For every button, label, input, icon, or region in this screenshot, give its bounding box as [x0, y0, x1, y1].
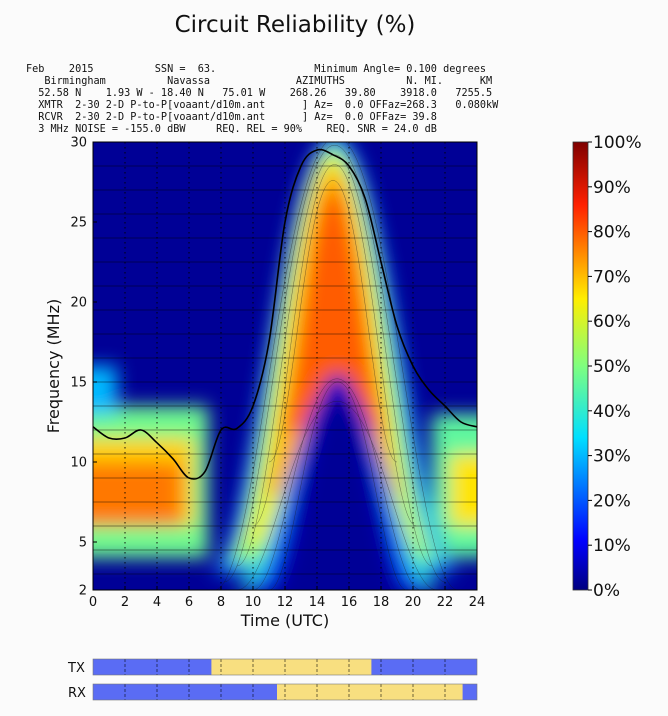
x-tick-label: 6 — [185, 595, 193, 610]
tx-bar-frame — [92, 658, 478, 676]
y-axis-label: Frequency (MHz) — [44, 299, 63, 433]
colorbar-tick-label: 30% — [593, 447, 631, 467]
rx-label: RX — [68, 686, 86, 701]
x-axis-label: Time (UTC) — [240, 611, 329, 630]
x-tick-label: 16 — [341, 595, 358, 610]
x-tick-labels: 0 2 4 6 8 10 12 14 16 18 20 22 24 — [89, 586, 485, 610]
y-tick-label: 25 — [70, 216, 87, 231]
y-tick-label: 20 — [70, 296, 87, 311]
x-tick-label: 4 — [153, 595, 161, 610]
colorbar-tick-label: 20% — [593, 491, 631, 511]
x-tick-label: 8 — [217, 595, 225, 610]
x-tick-label: 2 — [121, 595, 129, 610]
colorbar-tick-label: 40% — [593, 402, 631, 422]
header-line-3: 52.58 N 1.93 W - 18.40 N 75.01 W 268.26 … — [26, 88, 493, 99]
y-tick-label: 5 — [79, 536, 87, 551]
contour-hump-0 — [214, 142, 458, 590]
x-tick-label: 24 — [469, 595, 486, 610]
colorbar-tick-label: 70% — [593, 267, 631, 287]
rx-day-bar — [277, 684, 463, 700]
heatmap-area — [93, 142, 477, 590]
y-tick-label: 15 — [70, 376, 87, 391]
colorbar-tick-label: 50% — [593, 357, 631, 377]
header-line-5: RCVR 2-30 2-D P-to-P[voaant/d10m.ant ] A… — [26, 112, 437, 123]
absorption-gap-core — [273, 398, 404, 590]
night-band-core-left — [93, 462, 183, 526]
header-line-4: XMTR 2-30 2-D P-to-P[voaant/d10m.ant ] A… — [26, 100, 499, 111]
contour-hump-4 — [268, 180, 398, 463]
y-tick-label: 2 — [79, 584, 87, 599]
x-tick-label: 22 — [437, 595, 454, 610]
colorbar-tick-label: 10% — [593, 536, 631, 556]
colorbar-tick-label: 80% — [593, 223, 631, 243]
colorbar-tick-label: 0% — [593, 581, 620, 601]
rx-bar-frame — [92, 683, 478, 701]
chart-title: Circuit Reliability (%) — [174, 12, 416, 38]
x-tick-label: 12 — [277, 595, 294, 610]
x-tick-label: 14 — [309, 595, 326, 610]
y-tick-label: 30 — [70, 136, 87, 151]
tx-day-bar — [211, 659, 372, 675]
daylight-bars — [92, 658, 478, 701]
header-line-2: Birmingham Navassa AZIMUTHS N. MI. KM — [26, 76, 493, 87]
x-tick-label: 20 — [405, 595, 422, 610]
contour-gap-1 — [252, 378, 422, 590]
grid-lines — [93, 142, 477, 590]
y-tick-label: 10 — [70, 456, 87, 471]
x-tick-label: 18 — [373, 595, 390, 610]
contour-hump-1 — [224, 144, 446, 583]
colorbar-tick-label: 90% — [593, 178, 631, 198]
colorbar — [572, 141, 589, 591]
header-line-1: Feb 2015 SSN = 63. Minimum Angle= 0.100 … — [26, 64, 487, 75]
muf-curve — [93, 148, 477, 480]
colorbar-tick-label: 100% — [593, 133, 642, 153]
x-tick-label: 10 — [245, 595, 262, 610]
x-tick-label: 0 — [89, 595, 97, 610]
colorbar-tick-label: 60% — [593, 312, 631, 332]
contour-hump-3 — [252, 164, 417, 527]
night-band-core-right — [449, 454, 477, 526]
tx-label: TX — [67, 661, 85, 676]
header-line-6: 3 MHz NOISE = -155.0 dBW REQ. REL = 90% … — [26, 124, 437, 135]
colorbar-tick-labels: 0% 10% 20% 30% 40% 50% 60% 70% 80% 90% 100% — [588, 133, 642, 601]
contour-gap-0 — [236, 400, 438, 590]
